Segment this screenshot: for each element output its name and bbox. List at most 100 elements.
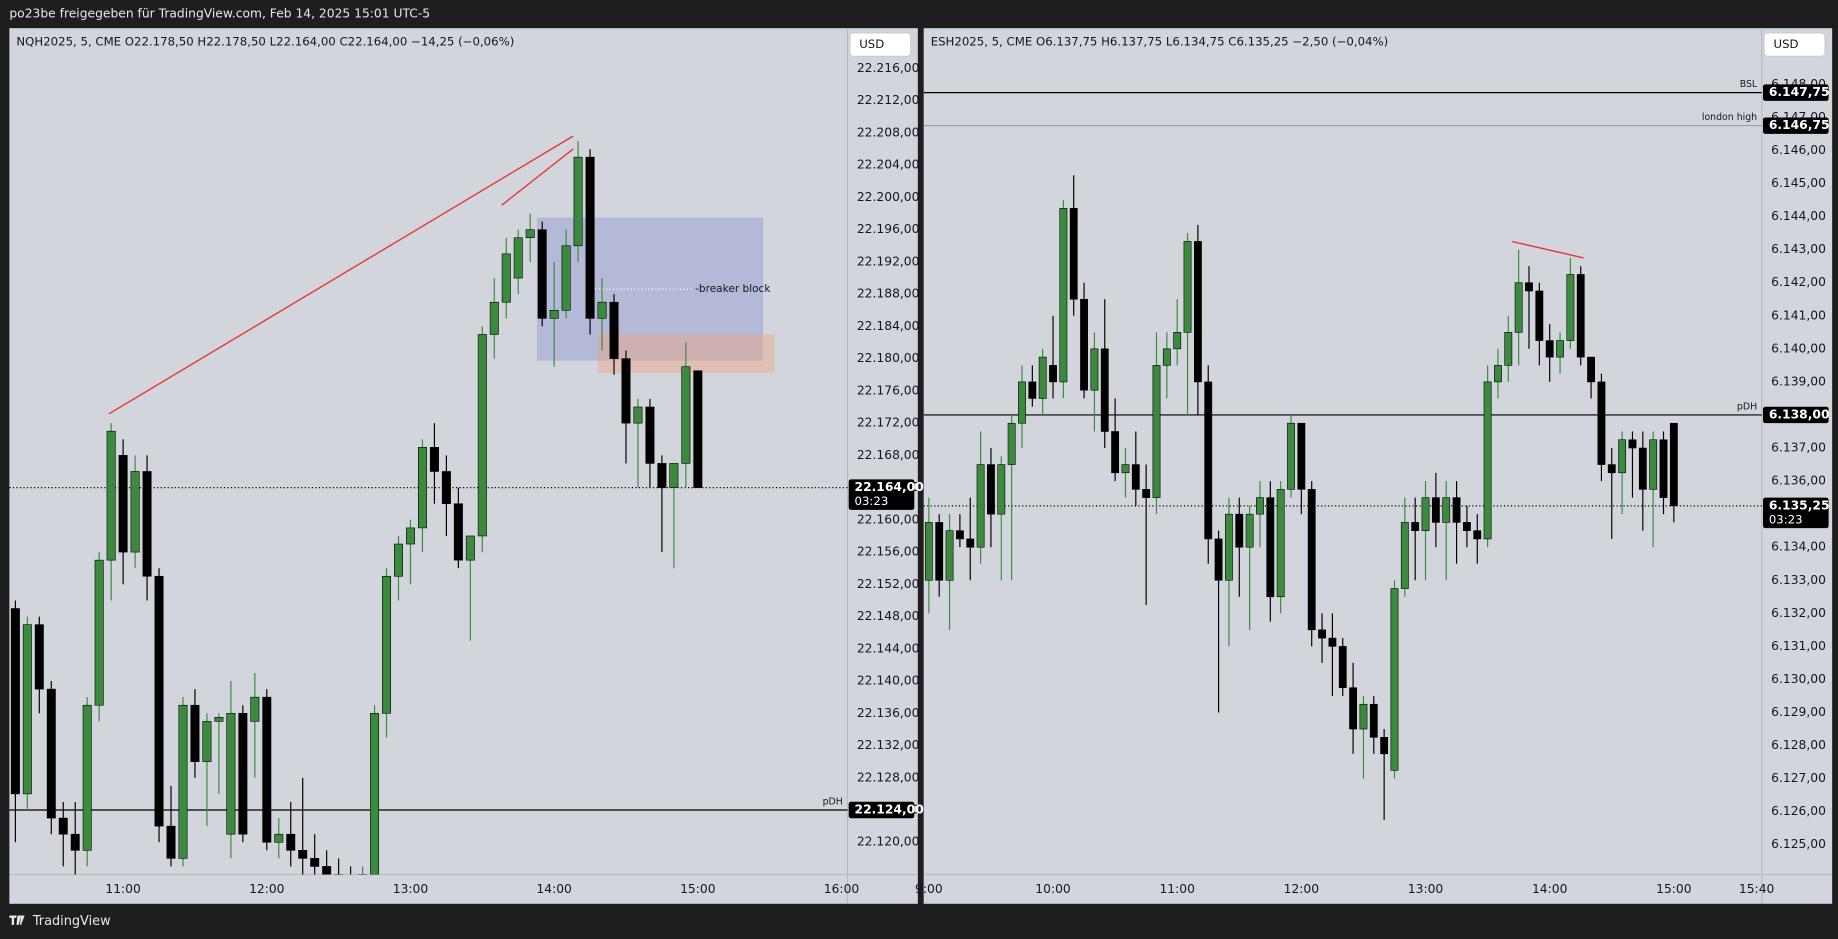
level-name: BSL: [1740, 79, 1758, 90]
y-tick-label: 6.142,00: [1771, 275, 1826, 289]
candle-body: [1287, 422, 1295, 490]
candle-body: [1431, 497, 1440, 523]
candle-body: [489, 301, 499, 335]
level-name: pDH: [1737, 401, 1757, 412]
candle-body: [286, 833, 296, 851]
candle-body: [945, 530, 954, 581]
candle-body: [382, 575, 392, 714]
y-tick-label: 22.192,00: [857, 254, 920, 268]
candle-body: [573, 156, 583, 247]
candle-body: [1173, 332, 1182, 350]
candle-body: [394, 543, 403, 577]
plot-area: -breaker block pDH: [9, 141, 848, 875]
candle-body: [681, 366, 691, 464]
y-tick-label: 6.132,00: [1771, 606, 1826, 620]
candle-body: [322, 866, 332, 875]
candle-body: [178, 704, 188, 859]
candle-body: [1111, 431, 1120, 474]
y-tick-label: 6.128,00: [1771, 738, 1826, 752]
candle-body: [1525, 282, 1533, 292]
y-tick-label: 22.188,00: [857, 287, 920, 301]
candle-body: [1638, 447, 1647, 490]
level-name: london high: [1702, 112, 1757, 123]
candle-body: [1080, 298, 1088, 391]
candle-body: [1473, 530, 1482, 540]
candle-body: [1245, 513, 1254, 548]
x-tick-label: 15:40: [1739, 882, 1774, 896]
candle-body: [106, 430, 116, 561]
candle-body: [1297, 422, 1306, 490]
candle-body: [987, 464, 995, 515]
candle-body: [465, 535, 475, 561]
currency-label[interactable]: USD: [859, 37, 884, 51]
currency-label[interactable]: USD: [1774, 37, 1799, 51]
candle-body: [429, 447, 439, 472]
currency-button[interactable]: [849, 32, 912, 57]
plot-right: BSL london high pDH ESH2025, 5, CME O6.137,…: [923, 35, 1762, 820]
candle-body: [1359, 703, 1368, 730]
candle-body: [1462, 522, 1471, 531]
candle-body: [250, 696, 260, 722]
level-price-box: [1762, 84, 1829, 101]
candle-body: [1142, 489, 1151, 498]
brand-name: TradingView: [32, 914, 111, 929]
y-tick-label: 6.146,00: [1771, 143, 1826, 157]
y-tick-label: 22.132,00: [857, 738, 920, 752]
candle-body: [10, 608, 20, 795]
candle-body: [1028, 381, 1037, 399]
candle-body: [118, 455, 128, 553]
candle-body: [1669, 422, 1678, 507]
candle-body: [1607, 464, 1616, 474]
drawings-left: [108, 135, 574, 415]
y-tick-label: 22.212,00: [857, 93, 920, 107]
y-tick-label: 6.137,00: [1771, 441, 1826, 455]
level-price-label: 6.146,75: [1769, 118, 1830, 132]
candle-body: [513, 237, 523, 279]
plot-left: -breaker block pDH NQH2025, 5, CME O22.178…: [9, 35, 848, 875]
last-price-box: [848, 479, 915, 510]
level-price-box: [1762, 406, 1829, 424]
axes: 22.120,00 22.124,00 22.128,00 22.132,00 22.1…: [105, 32, 1830, 896]
countdown: 03:23: [1769, 512, 1803, 526]
candle-body: [1659, 439, 1668, 498]
y-tick-label: 6.126,00: [1771, 804, 1826, 818]
last-price-label: 6.135,25: [1769, 498, 1830, 512]
x-tick-label: 13:00: [1408, 882, 1443, 896]
candle-body: [262, 696, 272, 843]
candle-body: [1411, 522, 1420, 531]
candle-body: [214, 717, 224, 722]
plot-area: BSL london high pDH: [923, 79, 1762, 820]
candle-body: [1566, 274, 1575, 341]
y-tick-label: 22.180,00: [857, 351, 920, 365]
last-price-label: 22.164,00: [855, 480, 924, 494]
candle-body: [1235, 513, 1244, 548]
trend-line: [1511, 240, 1584, 259]
candle-body: [1587, 356, 1595, 383]
level-price-box: [1762, 117, 1829, 134]
candle-body: [1649, 439, 1658, 490]
candle-body: [190, 704, 200, 762]
chart-title: NQH2025, 5, CME O22.178,50 H22.178,50 L2…: [16, 35, 514, 49]
candle-body: [1545, 340, 1554, 358]
candle-body: [1214, 538, 1223, 581]
level-price-label: 22.124,00: [855, 803, 924, 817]
candle-body: [154, 575, 164, 827]
candle-body: [1069, 208, 1078, 300]
candle-body: [226, 712, 236, 835]
y-tick-label: 6.130,00: [1771, 672, 1826, 686]
candle-body: [693, 370, 703, 488]
y-tick-label: 22.128,00: [857, 770, 920, 784]
y-tick-label: 22.120,00: [857, 835, 920, 849]
candle-body: [1452, 497, 1461, 523]
candle-body: [238, 712, 248, 835]
level-price-box: [848, 801, 915, 819]
brand-logo: [9, 915, 25, 925]
level-name: pDH: [823, 796, 843, 807]
currency-button[interactable]: [1763, 32, 1826, 57]
candle-body: [477, 334, 487, 537]
y-tick-label: 22.204,00: [857, 158, 920, 172]
candle-body: [1183, 241, 1192, 333]
candle-body: [130, 471, 140, 553]
candle-body: [453, 503, 463, 561]
